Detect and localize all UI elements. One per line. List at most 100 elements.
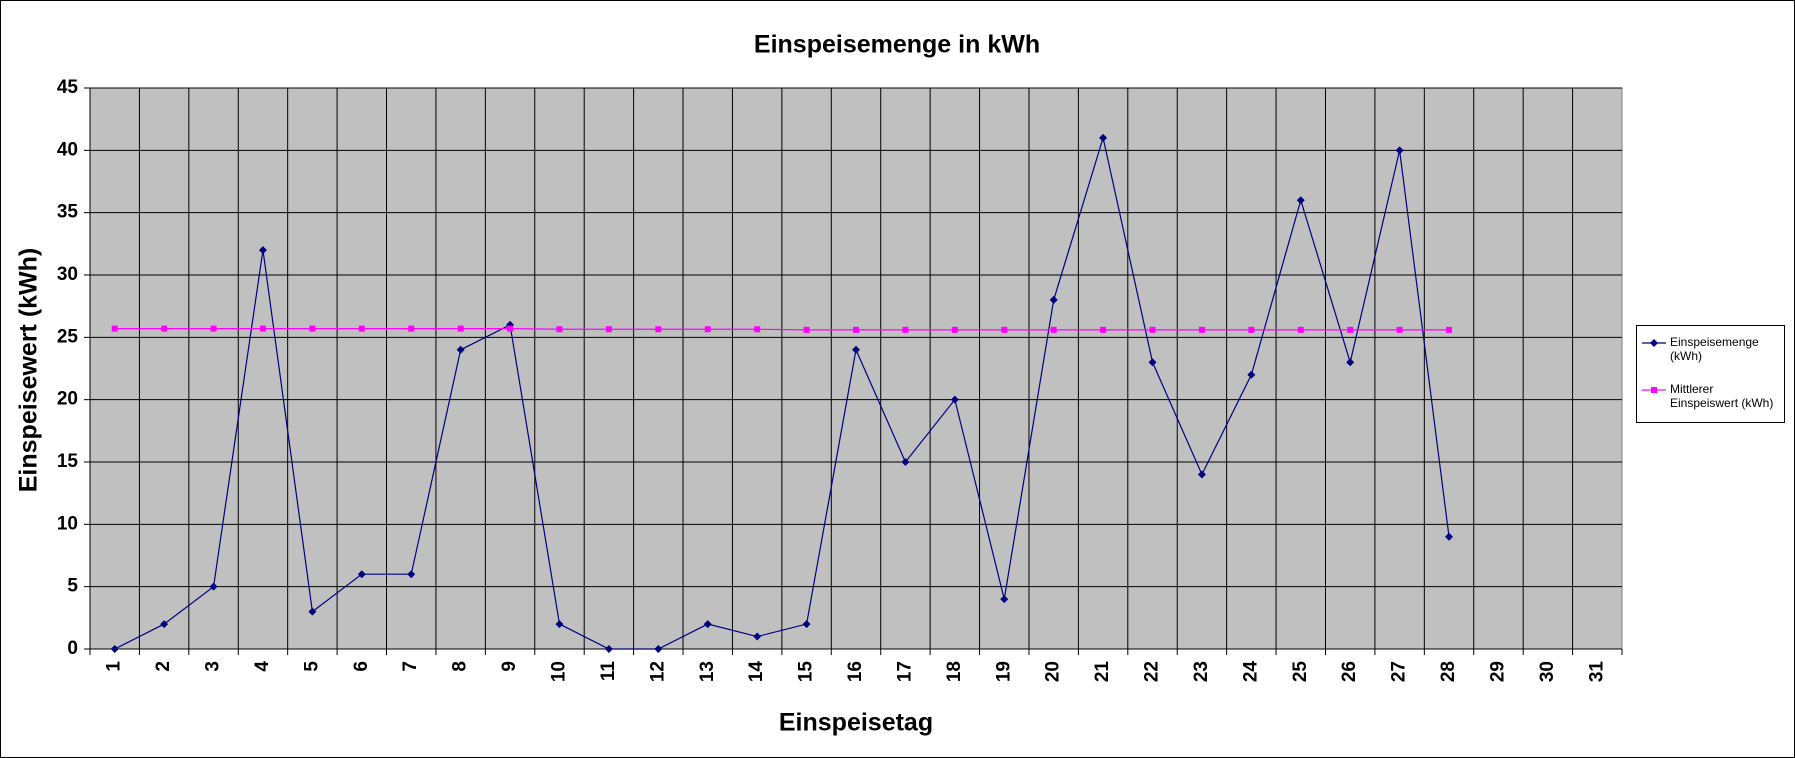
data-point xyxy=(802,620,811,629)
y-axis-label: Einspeisewert (kWh) xyxy=(15,248,43,493)
data-point xyxy=(209,582,218,591)
data-point xyxy=(1396,326,1403,333)
data-point xyxy=(753,632,762,641)
data-point xyxy=(407,570,416,579)
data-point xyxy=(1297,326,1304,333)
data-point xyxy=(1100,326,1107,333)
x-tick-label: 18 xyxy=(944,661,965,682)
data-point xyxy=(852,345,860,354)
data-point xyxy=(950,395,959,404)
data-point xyxy=(160,620,169,629)
x-tick-label: 10 xyxy=(548,661,569,682)
data-point xyxy=(704,326,711,333)
data-point xyxy=(161,325,168,332)
data-point xyxy=(754,326,761,333)
data-point xyxy=(1001,326,1008,333)
x-tick-label: 19 xyxy=(993,661,1014,682)
y-tick-label: 40 xyxy=(57,139,78,160)
data-point xyxy=(210,325,217,332)
legend-marker xyxy=(1651,387,1657,393)
data-point xyxy=(604,645,613,653)
data-point xyxy=(1197,470,1206,479)
data-point xyxy=(111,325,118,332)
data-point xyxy=(803,326,810,333)
data-point xyxy=(1247,370,1256,379)
y-tick-label: 20 xyxy=(57,389,78,410)
x-tick-label: 9 xyxy=(499,661,520,672)
data-point xyxy=(1248,326,1255,333)
data-point xyxy=(1395,146,1404,155)
data-point xyxy=(1148,358,1157,367)
x-tick-label: 6 xyxy=(351,661,372,672)
data-point xyxy=(605,326,612,333)
x-tick-label: 11 xyxy=(598,661,619,682)
chart-title: Einspeisemenge in kWh xyxy=(754,31,1040,59)
x-tick-label: 14 xyxy=(746,661,767,683)
data-point xyxy=(1446,326,1453,333)
data-point xyxy=(110,645,119,653)
data-point xyxy=(308,607,317,616)
x-tick-label: 26 xyxy=(1339,661,1360,682)
data-point xyxy=(1346,358,1355,367)
legend-box xyxy=(1636,325,1785,423)
data-point xyxy=(655,326,662,333)
data-point xyxy=(556,326,563,333)
data-point xyxy=(1198,326,1205,333)
x-tick-label: 1 xyxy=(104,661,125,672)
x-tick-label: 13 xyxy=(697,661,718,682)
x-tick-label: 3 xyxy=(203,661,224,672)
y-tick-label: 45 xyxy=(57,77,79,98)
series-line xyxy=(114,328,1450,331)
x-tick-label: 28 xyxy=(1438,661,1459,682)
data-point xyxy=(1000,595,1009,604)
legend-label: Mittlerer Einspeiswert (kWh) xyxy=(1670,382,1774,410)
y-tick-label: 0 xyxy=(67,638,78,659)
data-point xyxy=(853,326,859,333)
data-point xyxy=(507,325,514,332)
data-point xyxy=(309,325,316,332)
data-point xyxy=(258,246,267,255)
data-point xyxy=(357,570,366,579)
x-tick-label: 31 xyxy=(1586,661,1607,683)
x-tick-label: 23 xyxy=(1191,661,1212,682)
legend-marker xyxy=(1650,339,1658,347)
x-tick-label: 17 xyxy=(894,661,915,682)
data-point xyxy=(358,325,365,332)
data-point xyxy=(457,325,464,332)
data-point xyxy=(1099,133,1108,142)
x-tick-label: 4 xyxy=(252,661,273,672)
x-tick-label: 29 xyxy=(1487,661,1508,682)
data-point xyxy=(901,458,910,466)
x-tick-label: 7 xyxy=(400,661,421,672)
data-point xyxy=(1445,532,1454,541)
legend-entry: Einspeisemenge (kWh) xyxy=(1670,335,1759,363)
y-tick-label: 5 xyxy=(67,576,78,597)
data-point xyxy=(555,620,564,629)
x-tick-label: 27 xyxy=(1389,661,1410,682)
data-point xyxy=(951,326,958,333)
x-tick-label: 8 xyxy=(450,661,471,672)
data-point xyxy=(703,620,712,629)
legend-label: Einspeisemenge (kWh) xyxy=(1670,335,1759,363)
series-line xyxy=(114,135,1450,650)
x-tick-label: 21 xyxy=(1092,661,1113,683)
plot-area xyxy=(89,87,1623,650)
data-point xyxy=(1296,196,1305,205)
data-point xyxy=(1049,295,1058,304)
data-point xyxy=(1149,326,1156,333)
x-tick-label: 20 xyxy=(1043,661,1064,682)
x-tick-label: 30 xyxy=(1537,661,1558,682)
y-tick-label: 30 xyxy=(57,264,78,285)
data-point xyxy=(408,325,415,332)
x-tick-label: 5 xyxy=(301,661,322,672)
data-point xyxy=(259,325,266,332)
data-point xyxy=(654,645,663,653)
data-point xyxy=(1347,326,1354,333)
x-tick-label: 24 xyxy=(1240,661,1261,683)
y-tick-label: 35 xyxy=(57,202,79,223)
legend-entry: Mittlerer Einspeiswert (kWh) xyxy=(1670,382,1774,410)
data-point xyxy=(902,326,909,333)
x-tick-label: 12 xyxy=(647,661,668,682)
y-tick-label: 25 xyxy=(57,326,79,347)
